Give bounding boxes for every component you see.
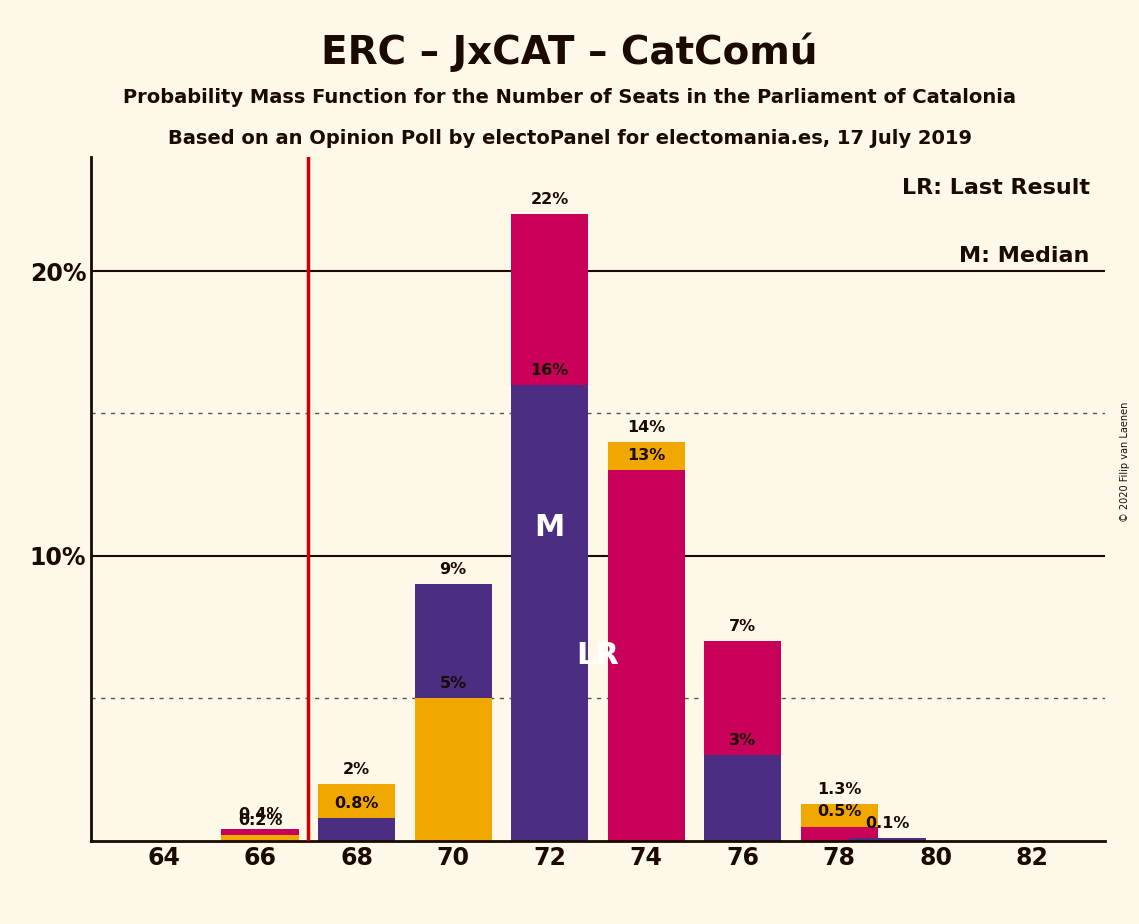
Bar [607, 470, 685, 841]
Text: 0.4%: 0.4% [238, 808, 282, 822]
Text: ERC – JxCAT – CatComú: ERC – JxCAT – CatComú [321, 32, 818, 72]
Text: LR: LR [576, 641, 620, 670]
Bar [607, 442, 685, 841]
Text: © 2020 Filip van Laenen: © 2020 Filip van Laenen [1120, 402, 1130, 522]
Bar [318, 784, 395, 841]
Text: Based on an Opinion Poll by electoPanel for electomania.es, 17 July 2019: Based on an Opinion Poll by electoPanel … [167, 129, 972, 149]
Bar [415, 585, 492, 841]
Bar [801, 827, 878, 841]
Text: 1.3%: 1.3% [817, 782, 861, 796]
Bar [704, 641, 781, 841]
Bar [849, 838, 926, 841]
Text: 3%: 3% [729, 734, 756, 748]
Text: M: M [534, 513, 565, 542]
Text: 14%: 14% [628, 419, 665, 435]
Bar [511, 385, 589, 841]
Text: 9%: 9% [440, 563, 467, 578]
Bar [511, 214, 589, 841]
Bar [704, 756, 781, 841]
Text: 22%: 22% [531, 192, 568, 207]
Bar [801, 804, 878, 841]
Text: LR: Last Result: LR: Last Result [902, 177, 1090, 198]
Text: 0.5%: 0.5% [817, 805, 861, 820]
Bar [221, 835, 298, 841]
Text: M: Median: M: Median [959, 246, 1090, 266]
Text: 5%: 5% [440, 676, 467, 691]
Text: Probability Mass Function for the Number of Seats in the Parliament of Catalonia: Probability Mass Function for the Number… [123, 88, 1016, 107]
Text: 7%: 7% [729, 619, 756, 634]
Text: 0.1%: 0.1% [866, 816, 910, 831]
Bar [318, 818, 395, 841]
Text: 0.8%: 0.8% [335, 796, 379, 811]
Text: 2%: 2% [343, 761, 370, 777]
Text: 16%: 16% [531, 363, 568, 378]
Text: 0.2%: 0.2% [238, 813, 282, 828]
Bar [221, 830, 298, 841]
Text: 13%: 13% [628, 448, 665, 463]
Bar [415, 699, 492, 841]
